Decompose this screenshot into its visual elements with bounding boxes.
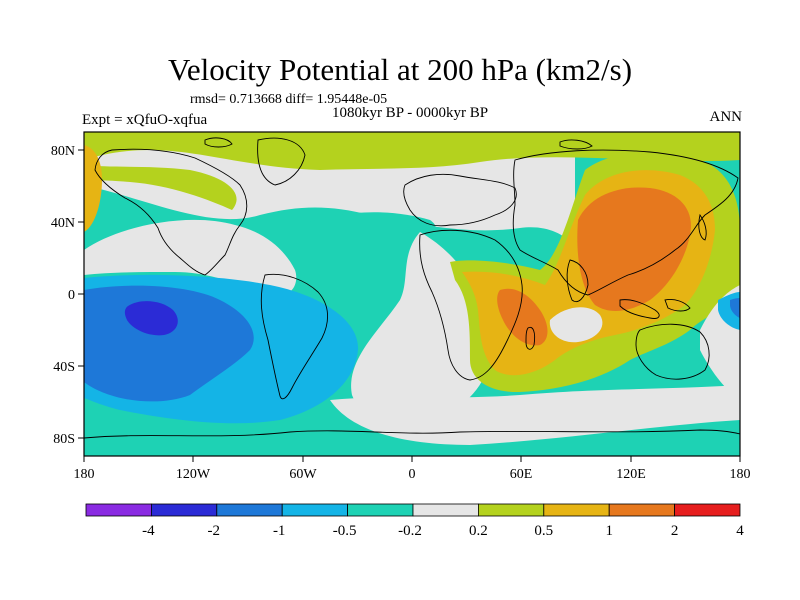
lon-label-180w: 180 (74, 467, 95, 482)
colorbar-label: 0.5 (534, 523, 553, 539)
colorbar-swatch (608, 503, 676, 517)
season-label: ANN (709, 109, 743, 125)
colorbar-label: -1 (273, 523, 286, 539)
lon-label-180e: 180 (730, 467, 751, 482)
lat-label-0: 0 (68, 288, 75, 303)
lat-label-80s: 80S (53, 432, 75, 447)
colorbar-swatch (85, 503, 152, 517)
colorbar-label: -0.2 (398, 523, 422, 539)
lat-label-80n: 80N (51, 144, 75, 159)
lat-label-40n: 40N (51, 216, 75, 231)
velocity-potential-field (84, 132, 740, 456)
colorbar-label: 4 (736, 523, 744, 539)
experiment-label: Expt = xQfuO-xqfua (82, 112, 208, 128)
colorbar-label: -2 (208, 523, 221, 539)
colorbar-label: -0.5 (333, 523, 357, 539)
lon-label-120e: 120E (616, 467, 646, 482)
colorbar: -4 -2 -1 -0.5 -0.2 0.2 0.5 1 2 4 (85, 503, 744, 539)
lon-label-60w: 60W (289, 467, 317, 482)
colorbar-label: 1 (605, 523, 613, 539)
lat-label-40s: 40S (53, 360, 75, 375)
colorbar-swatch (150, 503, 218, 517)
coastlines (84, 137, 740, 439)
period-label: 1080kyr BP - 0000kyr BP (331, 105, 489, 121)
lon-label-0: 0 (409, 467, 416, 482)
colorbar-label: -4 (142, 523, 155, 539)
lon-labels: 180 120W 60W 0 60E 120E 180 (74, 467, 751, 482)
lat-ticks (78, 149, 84, 439)
colorbar-label: 0.2 (469, 523, 488, 539)
colorbar-swatch (674, 503, 741, 517)
colorbar-swatch (412, 503, 479, 517)
colorbar-swatch (477, 503, 545, 517)
lon-label-60e: 60E (510, 467, 533, 482)
colorbar-swatch (543, 503, 610, 517)
colorbar-swatch (216, 503, 283, 517)
map-title: Velocity Potential at 200 hPa (km2/s) (167, 52, 633, 87)
colorbar-swatch (347, 503, 414, 517)
lon-ticks (83, 456, 741, 462)
lat-labels: 80N 40N 0 40S 80S (51, 144, 75, 447)
lon-label-120w: 120W (176, 467, 211, 482)
colorbar-swatch (281, 503, 349, 517)
colorbar-label: 2 (671, 523, 679, 539)
stats-label: rmsd= 0.713668 diff= 1.95448e-05 (190, 92, 388, 107)
